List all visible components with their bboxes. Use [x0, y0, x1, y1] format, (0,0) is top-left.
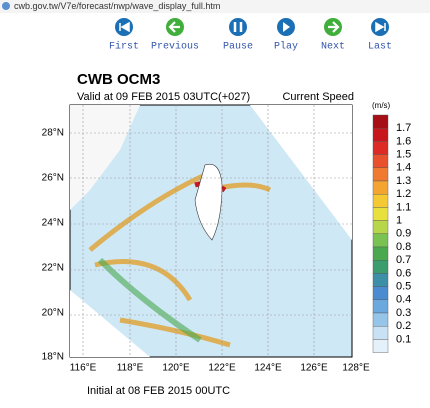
lon-labels: 116°E 118°E 120°E 122°E 124°E 126°E 128°E: [70, 363, 370, 374]
address-bar: [0, 0, 430, 13]
first-button[interactable]: First: [109, 18, 139, 53]
colorbar-box: [372, 154, 389, 169]
colorbar-box: [372, 339, 389, 353]
colorbar-box: [372, 207, 389, 221]
button-label[interactable]: Next: [321, 42, 345, 53]
lat-label: 18°N: [42, 352, 64, 363]
colorbar-label: 1.3: [396, 175, 411, 187]
lon-label: 126°E: [300, 363, 328, 374]
colorbar-box: [372, 180, 389, 195]
lon-label: 124°E: [254, 363, 282, 374]
colorbar-label: 0.4: [396, 294, 411, 306]
colorbar: 1.71.6 1.51.41.31.21.1 10.90.80.70.6 0.50.4…: [372, 114, 411, 353]
colorbar-box: [372, 260, 389, 274]
lat-label: 28°N: [42, 128, 64, 139]
last-button[interactable]: Last: [368, 18, 392, 53]
lon-label: 116°E: [70, 363, 97, 374]
colorbar-box: [372, 326, 389, 340]
previous-button[interactable]: Previous: [151, 18, 199, 53]
colorbar-box: [372, 193, 389, 208]
colorbar-label: 1.5: [396, 149, 411, 161]
valid-time: Valid at 09 FEB 2015 03UTC(+027): [77, 91, 250, 103]
pause-button[interactable]: Pause: [223, 18, 253, 53]
colorbar-label: 1.6: [396, 135, 411, 147]
lon-label: 118°E: [117, 363, 144, 374]
controls: First Previous Pause Play Next Last: [109, 18, 392, 53]
map-title: CWB OCM3: [77, 71, 160, 88]
colorbar-label: 0.9: [396, 228, 411, 240]
colorbar-box: [372, 286, 389, 301]
lon-label: 128°E: [342, 363, 370, 374]
colorbar-box: [372, 220, 389, 235]
unit: (m/s): [372, 101, 391, 110]
colorbar-box: [372, 246, 389, 261]
colorbar-label: 1.1: [396, 201, 411, 213]
colorbar-label: 0.2: [396, 320, 411, 332]
colorbar-label: 0.1: [396, 333, 411, 345]
colorbar-box: [372, 141, 389, 155]
lat-label: 24°N: [42, 218, 64, 229]
colorbar-box: [372, 312, 389, 327]
lat-labels: 28°N 26°N 24°N 22°N 20°N 18°N: [42, 128, 64, 363]
colorbar-label: 1.4: [396, 162, 411, 174]
lat-label: 20°N: [42, 308, 64, 319]
colorbar-box: [372, 127, 389, 142]
button-label[interactable]: Last: [368, 42, 392, 53]
play-button[interactable]: Play: [274, 18, 298, 53]
lat-label: 22°N: [42, 263, 64, 274]
lat-label: 26°N: [42, 173, 64, 184]
colorbar-label: 1: [396, 215, 402, 227]
colorbar-box: [372, 167, 389, 182]
url: cwb.gov.tw/V7e/forecast/nwp/wave_display…: [14, 1, 220, 11]
colorbar-box: [372, 114, 389, 129]
colorbar-box: [372, 299, 389, 314]
lon-label: 122°E: [208, 363, 236, 374]
button-label[interactable]: Previous: [151, 41, 199, 53]
button-label[interactable]: First: [109, 41, 139, 53]
colorbar-label: 0.7: [396, 254, 411, 266]
initial-time: Initial at 08 FEB 2015 00UTC: [87, 385, 230, 397]
colorbar-label: 1.7: [396, 122, 411, 134]
button-label[interactable]: Pause: [223, 42, 253, 53]
colorbar-label: 1.2: [396, 188, 411, 200]
colorbar-box: [372, 273, 389, 287]
site-icon: [2, 2, 10, 10]
map-plot: [69, 104, 353, 358]
colorbar-box: [372, 233, 389, 248]
colorbar-label: 0.6: [396, 267, 411, 279]
variable: Current Speed: [282, 91, 354, 103]
button-label[interactable]: Play: [274, 41, 298, 53]
colorbar-label: 0.5: [396, 281, 411, 293]
lon-label: 120°E: [162, 363, 190, 374]
colorbar-label: 0.3: [396, 307, 411, 319]
colorbar-label: 0.8: [396, 241, 411, 253]
next-button[interactable]: Next: [321, 18, 345, 53]
